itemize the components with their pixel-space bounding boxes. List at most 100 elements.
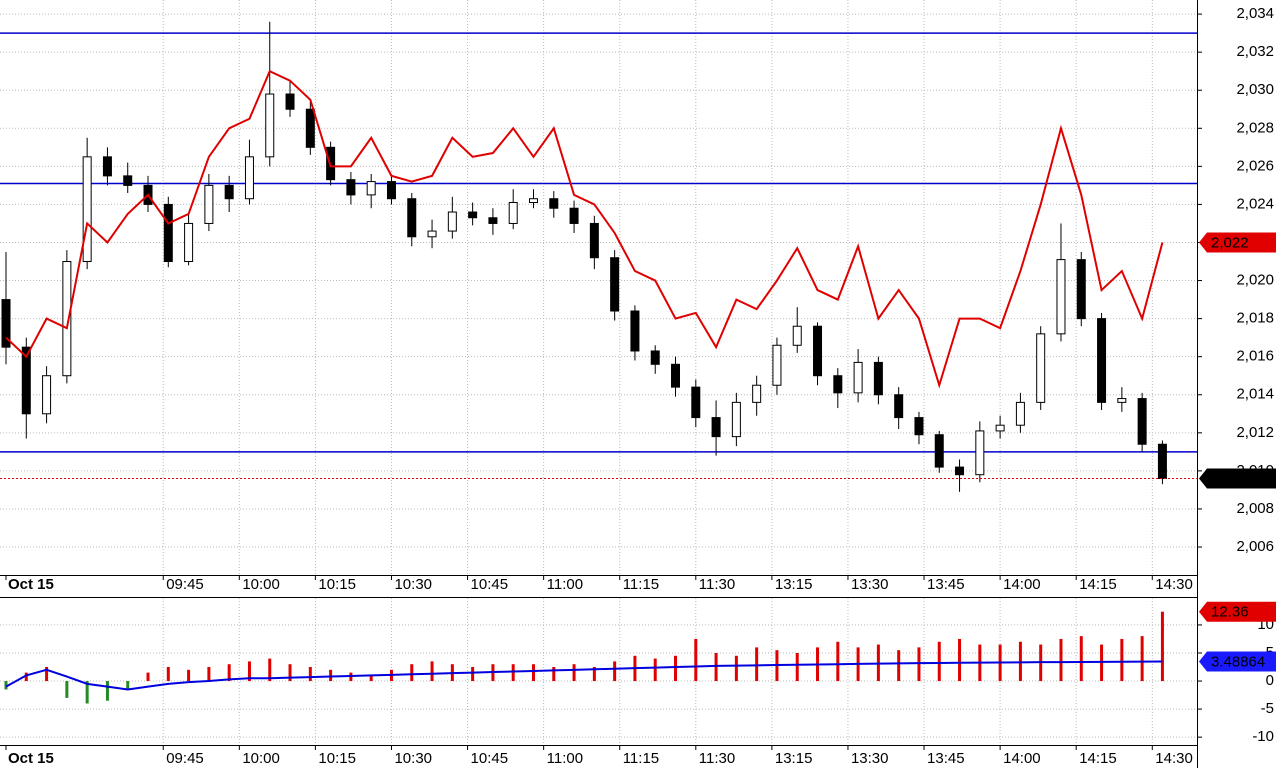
value-tag xyxy=(1199,651,1276,672)
candle-body xyxy=(772,344,782,386)
x-tick-label: 10:45 xyxy=(471,750,509,767)
y-tick-label: 2,028 xyxy=(1236,119,1274,136)
histogram-bar xyxy=(288,664,292,682)
candle-body xyxy=(468,211,478,219)
histogram-bar xyxy=(471,667,475,682)
histogram-bar xyxy=(24,672,28,682)
x-tick-label: 14:15 xyxy=(1079,576,1117,593)
value-tag-label: 12.36 xyxy=(1211,604,1249,621)
candle-body xyxy=(427,230,437,238)
x-tick-label: 10:00 xyxy=(242,750,280,767)
x-tick-label: 13:45 xyxy=(927,576,965,593)
histogram-bar xyxy=(531,664,535,682)
histogram-bar xyxy=(755,647,759,682)
x-tick-label: 09:45 xyxy=(166,750,204,767)
x-tick-label: Oct 15 xyxy=(8,750,54,767)
x-tick-label: 14:30 xyxy=(1155,576,1193,593)
histogram-bar xyxy=(247,661,251,682)
y-tick-label: 2,020 xyxy=(1236,272,1274,289)
y-tick-label: -10 xyxy=(1252,728,1274,745)
histogram-bar xyxy=(45,667,49,682)
y-tick-label: 2,006 xyxy=(1236,538,1274,555)
x-tick-label: 11:15 xyxy=(623,576,659,593)
y-tick-label: 2,018 xyxy=(1236,310,1274,327)
value-tag xyxy=(1199,468,1276,489)
candle-body xyxy=(549,198,559,209)
x-tick-label: 11:30 xyxy=(699,750,735,767)
value-tag xyxy=(1199,232,1276,253)
y-tick-label: 2,008 xyxy=(1236,500,1274,517)
y-tick-label: 0 xyxy=(1266,672,1274,689)
histogram-bar xyxy=(1120,638,1124,682)
histogram-bar xyxy=(1079,636,1083,682)
histogram-bar xyxy=(207,667,211,682)
indicator-line xyxy=(5,660,1163,691)
histogram-bar xyxy=(572,664,576,682)
candle-body xyxy=(853,361,863,394)
candle-body xyxy=(265,93,275,158)
candle-body xyxy=(813,325,823,377)
x-tick-label: 14:00 xyxy=(1003,750,1041,767)
x-tick-label: 14:00 xyxy=(1003,576,1041,593)
candle-body xyxy=(346,179,356,196)
value-tag-label: 2,022 xyxy=(1211,234,1249,251)
value-tag-label: 2,009.6 xyxy=(1211,470,1261,487)
x-tick-label: 11:00 xyxy=(547,750,583,767)
histogram-bar xyxy=(187,669,191,682)
candle-body xyxy=(82,156,92,263)
histogram-bar xyxy=(694,638,698,682)
candle-body xyxy=(224,184,234,200)
candle-body xyxy=(752,384,762,403)
histogram-bar xyxy=(308,667,312,682)
candle-body xyxy=(1097,318,1107,403)
histogram-bar xyxy=(897,650,901,682)
candle-body xyxy=(934,434,944,468)
candle-body xyxy=(42,375,52,415)
value-tag xyxy=(1199,601,1276,622)
candle-body xyxy=(995,424,1005,432)
y-tick-label: 2,034 xyxy=(1236,5,1274,22)
candle-body xyxy=(102,156,112,177)
histogram-bar xyxy=(126,681,130,690)
histogram-bar xyxy=(592,667,596,682)
histogram-bar xyxy=(166,667,170,682)
histogram-bar xyxy=(227,664,231,682)
histogram-bar xyxy=(329,669,333,682)
candle-body xyxy=(610,257,620,312)
candle-body xyxy=(1157,443,1167,480)
candle-body xyxy=(1015,401,1025,426)
histogram-bar xyxy=(85,681,89,704)
x-tick-label: 14:30 xyxy=(1155,750,1193,767)
x-tick-label: 10:15 xyxy=(318,750,356,767)
candle-body xyxy=(528,198,538,204)
x-tick-label: 13:30 xyxy=(851,750,889,767)
x-tick-label: 10:00 xyxy=(242,576,280,593)
candle-body xyxy=(62,261,72,377)
histogram-bar xyxy=(958,638,962,682)
candle-body xyxy=(305,108,315,148)
histogram-bar xyxy=(1160,611,1164,682)
candle-body xyxy=(184,222,194,263)
histogram-bar xyxy=(674,655,678,682)
y-tick-label: 2,024 xyxy=(1236,195,1274,212)
histogram-bar xyxy=(937,641,941,682)
histogram-bar xyxy=(613,661,617,682)
histogram-bar xyxy=(917,647,921,682)
candle-body xyxy=(955,466,965,476)
x-tick-label: 10:30 xyxy=(394,576,432,593)
histogram-bar xyxy=(430,661,434,682)
candle-body xyxy=(731,401,741,438)
candle-body xyxy=(386,181,396,200)
candle-body xyxy=(1137,398,1147,445)
y-tick-label: 2,016 xyxy=(1236,348,1274,365)
y-tick-label: 2,012 xyxy=(1236,424,1274,441)
x-tick-label: 13:45 xyxy=(927,750,965,767)
candle-body xyxy=(508,202,518,224)
candle-body xyxy=(488,217,498,224)
candle-body xyxy=(630,310,640,352)
histogram-bar xyxy=(146,672,150,682)
candle-body xyxy=(894,394,904,419)
histogram-bar xyxy=(105,681,109,701)
histogram-bar xyxy=(795,652,799,682)
y-tick-label: 2,032 xyxy=(1236,43,1274,60)
